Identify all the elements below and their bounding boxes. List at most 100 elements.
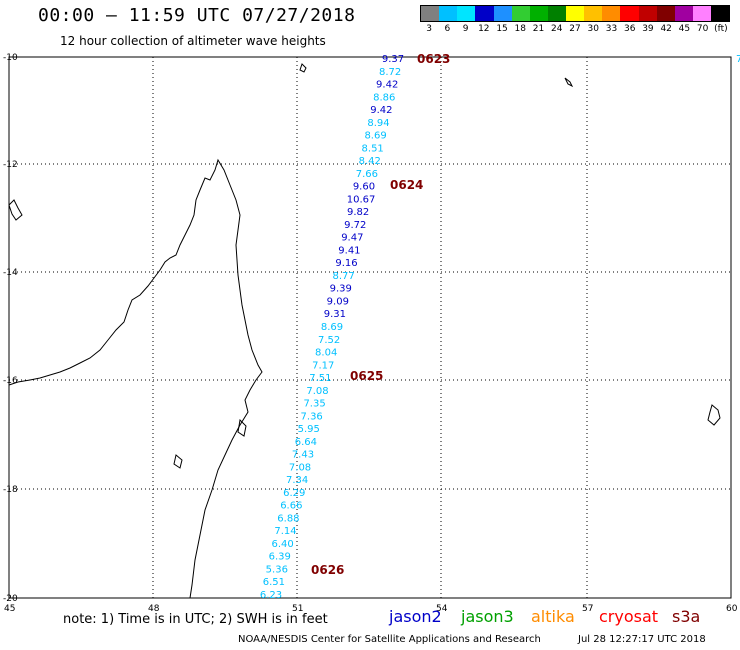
- edge-mark: 7: [736, 54, 740, 65]
- legend-label: 24: [551, 24, 563, 34]
- legend-swatch: [529, 6, 548, 21]
- swh-points: 9.378.729.428.869.428.948.698.518.427.66…: [260, 54, 404, 601]
- lat-tick-label: -18: [3, 485, 18, 495]
- legend-swatch: [566, 6, 585, 21]
- satellite-name-jason3: jason3: [461, 607, 514, 626]
- island-left-a: [8, 199, 23, 221]
- swh-value-label: 9.60: [353, 182, 375, 193]
- page-subtitle: 12 hour collection of altimeter wave hei…: [60, 34, 326, 48]
- legend-swatch: [439, 6, 458, 21]
- swh-value-label: 7.66: [356, 169, 378, 180]
- legend-label: 30: [587, 24, 599, 34]
- coastline: [8, 63, 721, 599]
- swh-value-label: 6.66: [280, 501, 302, 512]
- lat-tick-label: -20: [3, 594, 18, 604]
- legend-swatch: [475, 6, 494, 21]
- legend-swatch: [692, 6, 711, 21]
- swh-value-label: 7.08: [289, 462, 311, 473]
- satellite-name-jason2: jason2: [389, 607, 442, 626]
- legend-label: 42: [660, 24, 672, 34]
- swh-value-label: 9.31: [324, 309, 346, 320]
- swh-value-label: 6.39: [269, 552, 291, 563]
- lon-tick-label: 48: [148, 604, 160, 614]
- legend-label: 33: [605, 24, 618, 34]
- lat-tick-label: -14: [3, 268, 18, 278]
- satellite-name-s3a: s3a: [672, 607, 701, 626]
- swh-value-label: 8.69: [364, 131, 386, 142]
- swh-value-label: 9.82: [347, 207, 369, 218]
- legend-label: (ft): [714, 24, 728, 34]
- legend-label: 12: [478, 24, 490, 34]
- swh-value-label: 9.39: [330, 284, 352, 295]
- legend-swatch: [584, 6, 603, 21]
- swh-value-label: 9.72: [344, 220, 366, 231]
- legend-swatch: [620, 6, 639, 21]
- swh-value-label: 9.09: [327, 296, 349, 307]
- swh-value-label: 8.94: [367, 118, 389, 129]
- swh-value-label: 6.51: [263, 577, 285, 588]
- legend-swatch: [638, 6, 657, 21]
- swh-value-label: 9.47: [341, 233, 363, 244]
- legend-swatch: [547, 6, 566, 21]
- lon-tick-label: 54: [436, 604, 448, 614]
- swh-value-label: 8.69: [321, 322, 343, 333]
- swh-value-label: 5.95: [298, 424, 320, 435]
- swh-value-label: 9.37: [382, 54, 404, 65]
- swh-value-label: 9.16: [335, 258, 357, 269]
- credit-line: NOAA/NESDIS Center for Satellite Applica…: [238, 634, 541, 645]
- swh-value-label: 8.77: [332, 271, 354, 282]
- swh-value-label: 7.34: [286, 475, 308, 486]
- swh-value-label: 6.23: [260, 590, 282, 601]
- generated-timestamp: Jul 28 12:27:17 UTC 2018: [578, 634, 706, 645]
- legend-label: 45: [678, 24, 691, 34]
- lat-tick-label: -12: [3, 160, 18, 170]
- legend-swatch: [602, 6, 621, 21]
- madagascar-coast: [8, 158, 263, 599]
- time-label: 0624: [390, 178, 423, 192]
- swh-value-label: 8.04: [315, 348, 337, 359]
- swh-value-label: 7.52: [318, 335, 340, 346]
- swh-value-label: 7.14: [274, 526, 296, 537]
- swh-value-label: 5.36: [266, 564, 288, 575]
- swh-value-label: 9.41: [338, 245, 360, 256]
- legend-label: 6: [444, 24, 451, 34]
- swh-value-label: 7.08: [306, 386, 328, 397]
- swh-value-label: 10.67: [347, 194, 376, 205]
- swh-value-label: 7.35: [303, 399, 325, 410]
- legend-swatches: [420, 5, 730, 22]
- swh-value-label: 6.88: [277, 513, 299, 524]
- island-north: [299, 63, 307, 73]
- legend-swatch: [711, 6, 730, 21]
- swh-value-label: 6.40: [271, 539, 293, 550]
- legend-label: 9: [462, 24, 469, 34]
- swh-value-label: 8.86: [373, 92, 395, 103]
- legend-swatch: [457, 6, 476, 21]
- legend-label: 15: [496, 24, 508, 34]
- time-label: 0626: [311, 563, 344, 577]
- swh-value-label: 7.43: [292, 450, 314, 461]
- footer-note: note: 1) Time is in UTC; 2) SWH is in fe…: [63, 612, 328, 627]
- lon-tick-label: 45: [4, 604, 15, 614]
- legend-label: 21: [532, 24, 545, 34]
- page-title: 00:00 – 11:59 UTC 07/27/2018: [38, 5, 356, 26]
- satellite-name-cryosat: cryosat: [599, 607, 659, 626]
- swh-value-label: 9.42: [370, 105, 392, 116]
- island-mauritius: [707, 404, 721, 426]
- time-label: 0625: [350, 369, 383, 383]
- legend-swatch: [511, 6, 530, 21]
- legend-label: 3: [426, 24, 432, 34]
- island-left-b: [173, 454, 183, 469]
- lon-tick-label: 60: [726, 604, 738, 614]
- legend-swatch: [656, 6, 675, 21]
- time-labels: 0623 0624 0625 0626: [311, 52, 450, 577]
- swh-value-label: 7.51: [309, 373, 331, 384]
- swh-value-label: 8.72: [379, 67, 401, 78]
- swh-value-label: 8.42: [359, 156, 381, 167]
- swh-value-label: 6.29: [283, 488, 305, 499]
- legend-label: 36: [623, 24, 636, 34]
- island-left-c: [237, 418, 247, 437]
- legend-swatch: [674, 6, 693, 21]
- satellite-name-altika: altika: [531, 607, 575, 626]
